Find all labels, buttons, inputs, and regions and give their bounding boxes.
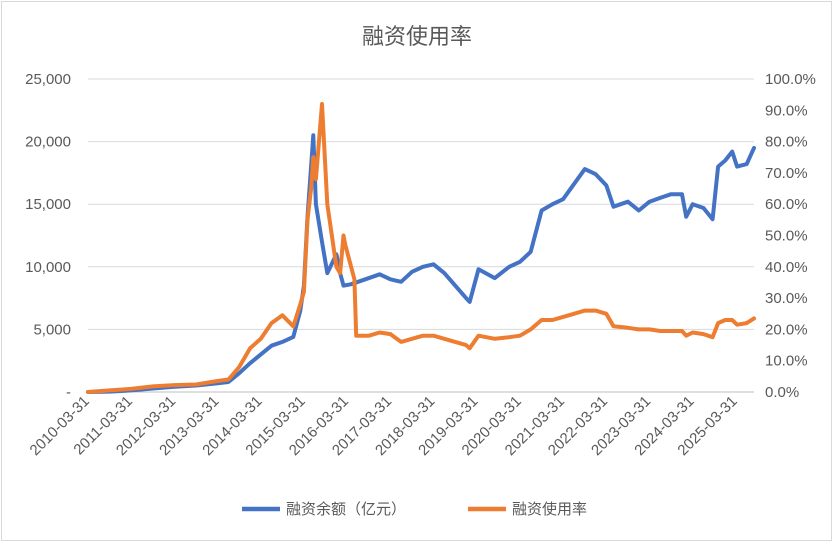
series-line-financing-balance bbox=[86, 133, 756, 394]
y-right-tick-label: 0.0% bbox=[765, 384, 799, 401]
y-right-tick-label: 60.0% bbox=[765, 196, 808, 213]
y-right-tick-label: 50.0% bbox=[765, 228, 808, 245]
legend: 融资余额（亿元） 融资使用率 bbox=[242, 500, 587, 518]
y-left-tick-label: - bbox=[66, 384, 71, 401]
y-right-tick-label: 20.0% bbox=[765, 321, 808, 338]
y-right-tick-label: 40.0% bbox=[765, 259, 808, 276]
series-lines bbox=[86, 102, 756, 394]
y-left-tick-label: 10,000 bbox=[25, 259, 71, 276]
y-right-tick-label: 100.0% bbox=[765, 71, 816, 88]
legend-label-usage-rate: 融资使用率 bbox=[512, 500, 587, 518]
y-right-tick-label: 30.0% bbox=[765, 290, 808, 307]
y-left-tick-label: 20,000 bbox=[25, 134, 71, 151]
y-right-tick-label: 70.0% bbox=[765, 165, 808, 182]
series-line-usage-rate bbox=[86, 102, 756, 394]
y-axis-right: 0.0% 10.0% 20.0% 30.0% 40.0% 50.0% 60.0% 70.0% 8… bbox=[765, 71, 816, 401]
y-left-tick-label: 15,000 bbox=[25, 196, 71, 213]
y-left-tick-label: 25,000 bbox=[25, 71, 71, 88]
gridlines bbox=[88, 78, 754, 393]
y-right-tick-label: 90.0% bbox=[765, 102, 808, 119]
chart-title: 融资使用率 bbox=[362, 25, 472, 50]
x-axis: 2010-03-312011-03-312012-03-312013-03-31… bbox=[27, 393, 741, 459]
y-axis-left: - 5,000 10,000 15,000 20,000 25,000 bbox=[25, 71, 71, 401]
legend-label-financing-balance: 融资余额（亿元） bbox=[286, 500, 406, 518]
y-right-tick-label: 80.0% bbox=[765, 134, 808, 151]
y-right-tick-label: 10.0% bbox=[765, 353, 808, 370]
y-left-tick-label: 5,000 bbox=[33, 321, 71, 338]
